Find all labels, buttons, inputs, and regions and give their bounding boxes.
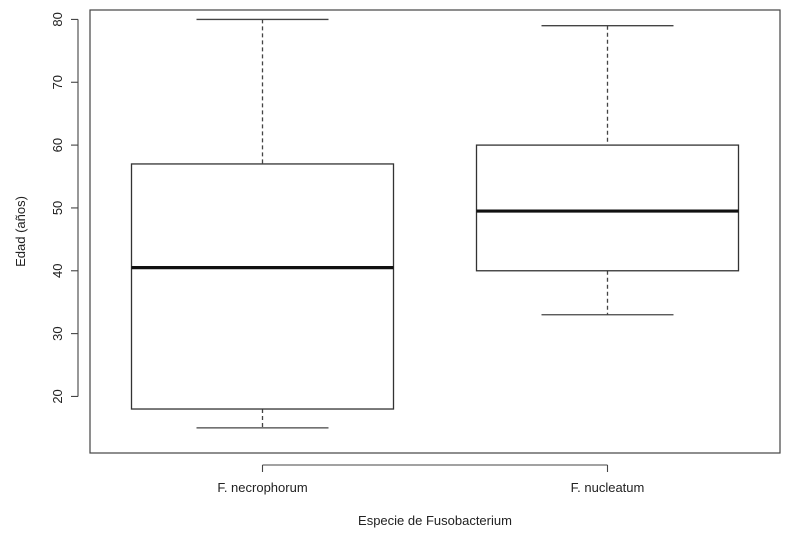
y-axis: 20 30 40 50 60 70 80 (50, 12, 79, 404)
x-category-label: F. necrophorum (217, 480, 307, 495)
box-group (475, 25, 740, 316)
x-axis: F. necrophorum F. nucleatum (217, 464, 645, 495)
y-tick-label: 50 (50, 201, 65, 215)
iqr-box (475, 144, 740, 272)
y-tick-label: 40 (50, 264, 65, 278)
plot-frame (89, 9, 781, 454)
y-tick-label: 70 (50, 75, 65, 89)
y-tick-label: 60 (50, 138, 65, 152)
box-group (130, 18, 395, 429)
y-tick-label: 30 (50, 326, 65, 340)
y-axis-title: Edad (años) (13, 196, 28, 267)
y-tick-label: 20 (50, 389, 65, 403)
x-category-label: F. nucleatum (571, 480, 645, 495)
y-tick-label: 80 (50, 12, 65, 26)
iqr-box (130, 163, 395, 410)
x-axis-title: Especie de Fusobacterium (358, 513, 512, 528)
boxes (130, 18, 740, 429)
